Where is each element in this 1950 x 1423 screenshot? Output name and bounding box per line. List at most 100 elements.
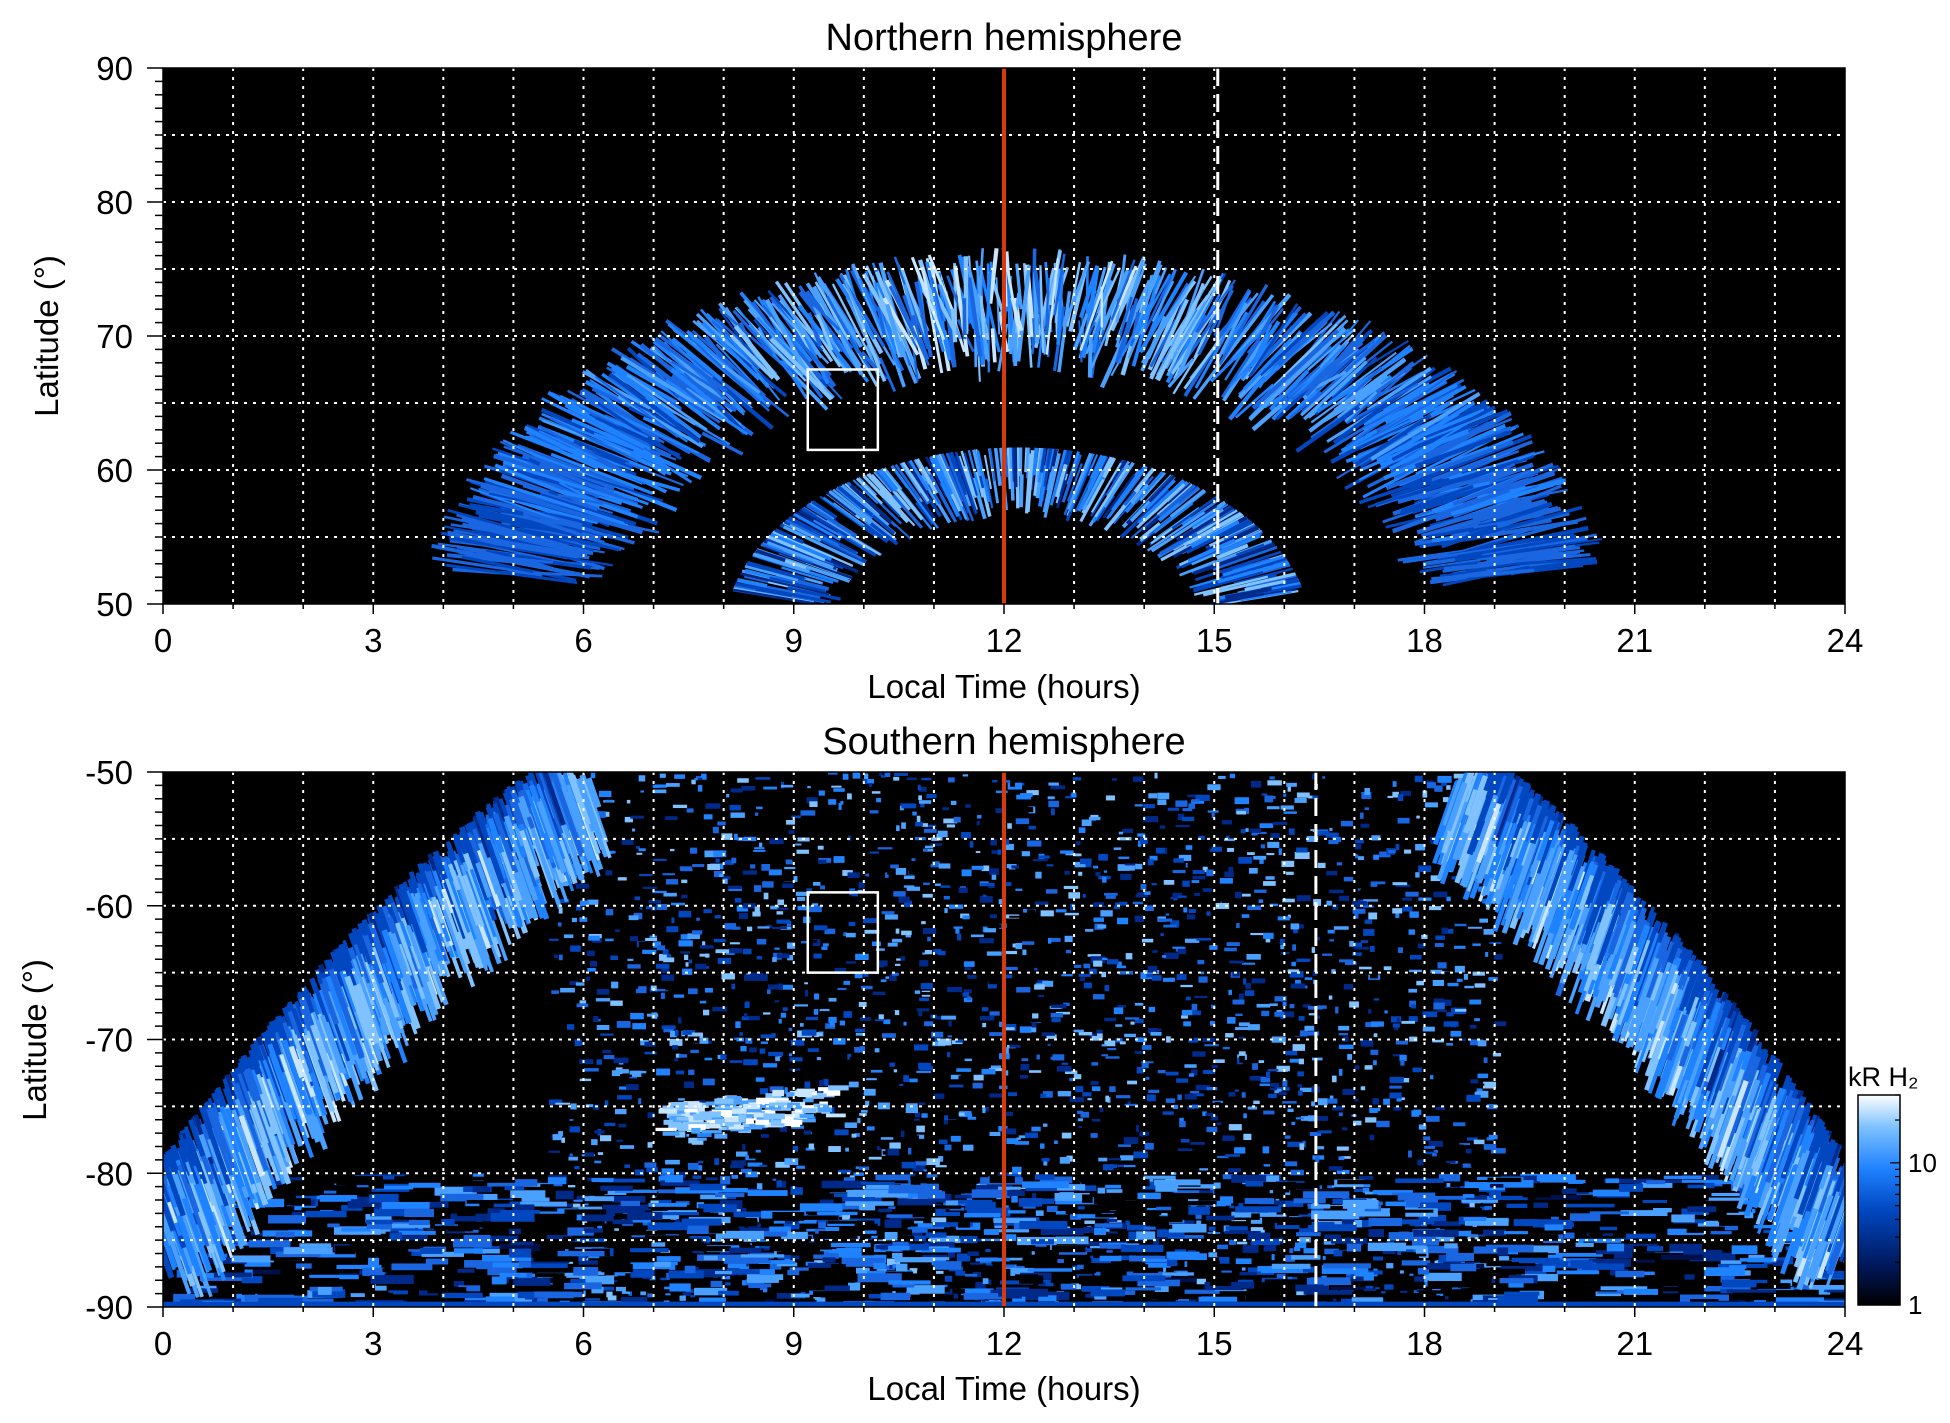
south-emission-band (985, 1312, 1018, 1315)
south-emission-speckle (818, 1221, 826, 1229)
north-emission-streak (1026, 450, 1035, 513)
south-emission-band (1321, 1265, 1369, 1274)
south-emission-speckle (955, 1270, 966, 1276)
north-emission-streak (755, 548, 786, 563)
south-emission-speckle (624, 816, 633, 823)
north-emission-streak (1422, 411, 1512, 464)
south-emission-band (1757, 1311, 1774, 1314)
south-emission-speckle (820, 885, 825, 890)
south-emission-speckle (940, 885, 951, 888)
south-emission-band (1388, 1232, 1437, 1241)
south-emission-band (1127, 1308, 1165, 1312)
south-emission-speckle (777, 983, 783, 990)
south-emission-speckle (1152, 1028, 1162, 1032)
south-emission-speckle (1323, 1237, 1331, 1242)
south-emission-speckle (780, 784, 794, 788)
south-emission-speckle (1077, 1264, 1084, 1270)
south-emission-speckle (1124, 979, 1133, 985)
south-emission-speckle (644, 1041, 656, 1047)
south-emission-speckle (967, 1022, 975, 1026)
south-emission-speckle (763, 786, 778, 790)
south-emission-speckle (997, 849, 1002, 855)
south-emission-speckle (995, 790, 1008, 794)
south-emission-speckle (1358, 1175, 1374, 1182)
south-emission-speckle (814, 993, 820, 1000)
south-emission-speckle (1216, 1122, 1222, 1126)
south-emission-speckle (588, 935, 600, 941)
south-emission-speckle (686, 808, 694, 813)
south-emission-speckle (1196, 984, 1205, 991)
north-emission-streak (978, 265, 1001, 353)
north-emission-streak (972, 449, 982, 477)
south-emission-band (1303, 1248, 1315, 1254)
south-emission-speckle (1453, 773, 1467, 779)
south-emission-speckle (1151, 883, 1157, 886)
north-emission-streak (1148, 475, 1176, 503)
south-emission-speckle (1296, 792, 1310, 798)
south-emission-speckle (627, 964, 641, 969)
north-emission-streak (1090, 462, 1122, 513)
south-emission-speckle (1091, 1118, 1101, 1122)
south-emission-speckle (1270, 1082, 1280, 1087)
south-emission-speckle (965, 804, 971, 808)
south-emission-speckle (679, 1295, 686, 1301)
north-emission-streak (1359, 401, 1464, 450)
south-emission-speckle (1350, 981, 1365, 984)
south-emission-band (776, 1251, 824, 1255)
south-emission-band (1239, 1271, 1257, 1276)
north-emission-streak (816, 275, 864, 348)
south-emission-speckle (678, 1054, 688, 1058)
south-emission-speckle (632, 1023, 647, 1030)
south-emission-band (922, 1254, 948, 1259)
south-emission-band (871, 1309, 913, 1315)
south-emission-speckle (1328, 995, 1333, 1000)
north-emission-streak (1310, 354, 1429, 439)
south-emission-speckle (1232, 971, 1240, 977)
north-emission-streak (450, 537, 613, 567)
north-emission-streak (1190, 519, 1240, 549)
south-emission-speckle (930, 843, 942, 846)
south-emission-speckle (1211, 846, 1223, 852)
south-emission-band (1576, 1186, 1606, 1193)
south-emission-speckle (1157, 1070, 1166, 1074)
south-emission-band (520, 1201, 567, 1207)
north-emission-streak (524, 426, 606, 469)
south-emission-speckle (703, 1241, 713, 1244)
south-emission-speckle (1093, 865, 1099, 869)
south-emission-speckle (1368, 912, 1378, 920)
south-emission-speckle (1289, 1276, 1298, 1282)
south-emission-speckle (1172, 869, 1186, 874)
south-emission-speckle (1332, 904, 1339, 910)
south-emission-band (776, 1262, 798, 1267)
south-emission-speckle (1395, 1040, 1408, 1045)
south-emission-speckle (1013, 872, 1021, 875)
south-emission-speckle (950, 1135, 961, 1142)
south-emission-speckle (1283, 1039, 1298, 1045)
south-emission-speckle (984, 928, 997, 933)
south-emission-band (1235, 1258, 1252, 1265)
south-emission-speckle (614, 1228, 619, 1231)
south-emission-speckle (741, 785, 756, 791)
south-emission-band (537, 1298, 548, 1302)
south-emission-band (614, 1189, 663, 1193)
south-emission-band (222, 1308, 238, 1317)
south-emission-speckle (1477, 1073, 1489, 1079)
south-emission-band (247, 1289, 285, 1293)
south-emission-speckle (1187, 794, 1197, 798)
south-emission-speckle (769, 1086, 784, 1092)
south-emission-speckle (673, 994, 685, 998)
south-emission-speckle (731, 983, 736, 990)
south-emission-speckle (1019, 793, 1033, 797)
south-emission-speckle (761, 1133, 769, 1138)
south-emission-speckle (985, 1261, 993, 1266)
north-emission-streak (755, 586, 793, 598)
south-emission-speckle (1116, 1095, 1131, 1099)
south-emission-speckle (869, 851, 880, 854)
north-emission-streak (1288, 391, 1322, 419)
south-emission-speckle (713, 938, 726, 943)
south-emission-band (656, 1191, 701, 1200)
south-emission-speckle (930, 1174, 938, 1178)
north-emission-streak (1106, 467, 1125, 496)
south-emission-band (1149, 1294, 1164, 1300)
north-emission-streak (1223, 592, 1265, 603)
